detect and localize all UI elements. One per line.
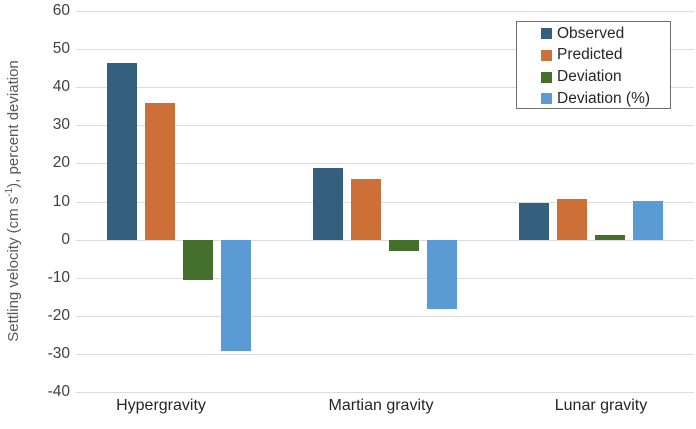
x-category-label-martian-gravity: Martian gravity	[328, 397, 434, 414]
bar-predicted-hypergravity	[145, 102, 175, 240]
x-category-label-lunar-gravity: Lunar gravity	[554, 397, 648, 414]
legend-swatch-deviation	[541, 71, 552, 83]
legend-label-deviation: Deviation (%)	[557, 89, 651, 107]
bar-deviation-martian-gravity	[427, 239, 457, 309]
gridline	[76, 315, 694, 317]
legend-swatch-observed	[541, 28, 552, 40]
legend-swatch-predicted	[541, 49, 552, 61]
bar-deviation-lunar-gravity	[595, 235, 625, 240]
y-tick-label: -20	[47, 306, 70, 324]
gridline	[76, 87, 694, 89]
legend-swatch-deviation	[541, 93, 552, 105]
bar-deviation-hypergravity	[221, 239, 251, 351]
gridline	[76, 125, 694, 127]
y-tick-label: 20	[52, 154, 70, 172]
gridline	[76, 392, 694, 393]
y-tick-label: -30	[47, 344, 70, 362]
y-tick-label: 50	[52, 40, 70, 58]
y-tick-label: -40	[47, 383, 70, 400]
y-tick-label: 40	[52, 78, 70, 96]
y-tick-label: 60	[52, 2, 70, 19]
legend-label-deviation: Deviation	[557, 68, 622, 85]
legend-label-observed: Observed	[557, 24, 625, 42]
bar-predicted-martian-gravity	[351, 178, 381, 240]
bar-deviation-martian-gravity	[389, 239, 419, 251]
x-category-label-hypergravity: Hypergravity	[116, 397, 206, 414]
bar-observed-martian-gravity	[313, 168, 343, 240]
legend-label-predicted: Predicted	[557, 46, 623, 64]
gridline	[76, 353, 694, 355]
gridline-zero	[76, 239, 694, 241]
y-axis-title-superscript: -1	[4, 187, 15, 197]
bar-observed-hypergravity	[107, 62, 137, 240]
y-tick-label: 0	[61, 230, 70, 248]
bar-predicted-lunar-gravity	[557, 198, 587, 240]
bar-deviation-lunar-gravity	[633, 200, 663, 240]
y-tick-label: -10	[47, 268, 70, 286]
gridline	[76, 201, 694, 203]
gridline	[76, 163, 694, 165]
y-tick-label: 10	[52, 192, 70, 210]
gridline	[76, 49, 694, 51]
bar-observed-lunar-gravity	[519, 202, 549, 240]
bar-deviation-hypergravity	[183, 239, 213, 280]
y-tick-label: 30	[52, 116, 70, 134]
gridline	[76, 277, 694, 279]
gridline	[76, 11, 694, 12]
